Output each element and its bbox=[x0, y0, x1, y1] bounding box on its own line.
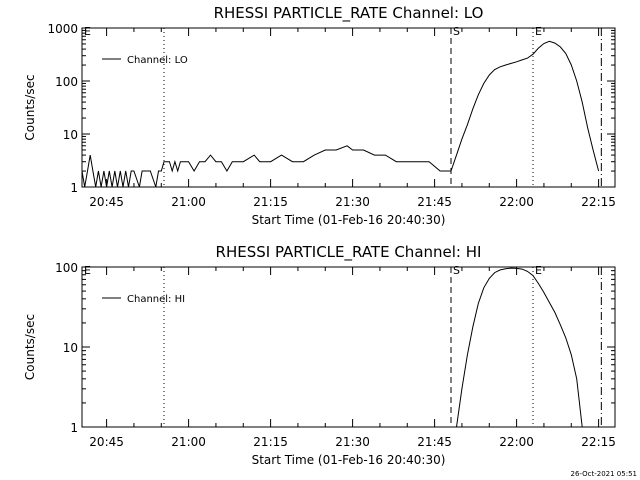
x-tick-label: 21:15 bbox=[253, 195, 288, 209]
x-tick-label: 21:30 bbox=[335, 435, 370, 449]
series-line bbox=[81, 40, 600, 188]
x-tick-label: 21:45 bbox=[417, 435, 452, 449]
panel-lo: RHESSI PARTICLE_RATE Channel: LO 20:45 21:… bbox=[23, 4, 616, 227]
chart-title: RHESSI PARTICLE_RATE Channel: LO bbox=[214, 4, 484, 23]
timestamp-label: 26-Oct-2021 05:51 bbox=[571, 470, 637, 478]
y-tick-label: 1 bbox=[70, 181, 78, 195]
legend-label: Channel: HI bbox=[127, 294, 185, 305]
x-tick-label: 21:45 bbox=[417, 195, 452, 209]
x-tick-label: 21:00 bbox=[171, 195, 206, 209]
x-tick-label: 22:15 bbox=[581, 195, 616, 209]
y-tick-label: 100 bbox=[55, 261, 78, 275]
legend-label: Channel: LO bbox=[127, 55, 188, 66]
y-axis-label: Counts/sec bbox=[23, 314, 37, 380]
x-tick-label: 20:45 bbox=[89, 435, 124, 449]
y-tick-label: 100 bbox=[55, 75, 78, 89]
series-line bbox=[456, 267, 583, 428]
y-tick-label: 10 bbox=[63, 128, 78, 142]
x-tick-label: 21:15 bbox=[253, 435, 288, 449]
x-axis-label: Start Time (01-Feb-16 20:40:30) bbox=[252, 453, 446, 467]
x-tick-label: 21:00 bbox=[171, 435, 206, 449]
x-tick-label: 22:15 bbox=[581, 435, 616, 449]
event-marker-label: E bbox=[84, 264, 91, 277]
panel-hi: RHESSI PARTICLE_RATE Channel: HI 20:45 21:… bbox=[23, 243, 616, 467]
y-axis-label: Counts/sec bbox=[23, 74, 37, 140]
y-tick-label: 1 bbox=[70, 421, 78, 435]
event-marker-label: E bbox=[84, 25, 91, 38]
y-tick-label: 1000 bbox=[47, 22, 78, 36]
plot-frame bbox=[81, 27, 616, 188]
plot-frame bbox=[81, 266, 616, 428]
x-tick-label: 22:00 bbox=[499, 195, 534, 209]
y-tick-label: 10 bbox=[63, 341, 78, 355]
event-marker-label: E bbox=[535, 264, 542, 277]
x-tick-label: 22:00 bbox=[499, 435, 534, 449]
x-axis-label: Start Time (01-Feb-16 20:40:30) bbox=[252, 213, 446, 227]
event-marker-label: S bbox=[453, 264, 460, 277]
x-tick-label: 21:30 bbox=[335, 195, 370, 209]
event-marker-label: S bbox=[453, 25, 460, 38]
chart-title: RHESSI PARTICLE_RATE Channel: HI bbox=[216, 243, 482, 262]
x-tick-label: 20:45 bbox=[89, 195, 124, 209]
event-marker-label: E bbox=[535, 25, 542, 38]
